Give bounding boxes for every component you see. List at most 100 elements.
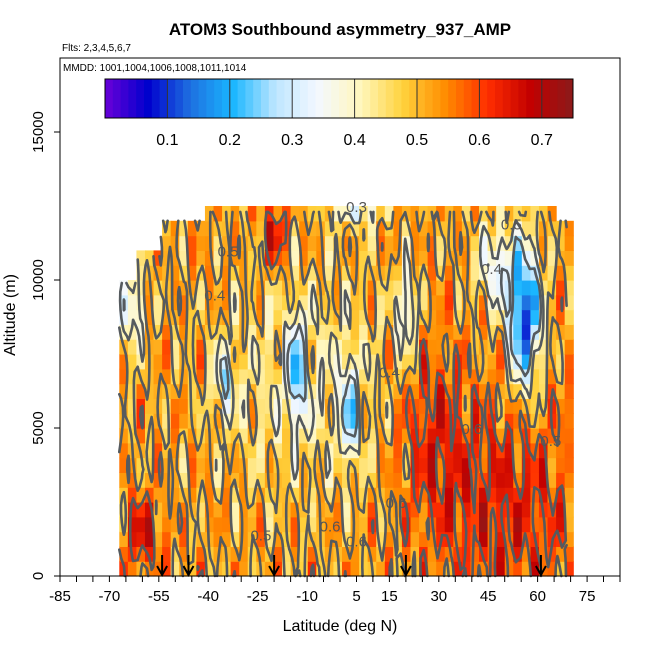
heatmap-cell — [204, 383, 215, 399]
heatmap-cell — [384, 546, 394, 562]
heatmap-cell — [436, 413, 446, 429]
heatmap-cell — [196, 220, 206, 237]
colorbar-swatch — [284, 79, 293, 118]
heatmap-cell — [470, 546, 480, 562]
colorbar-swatch — [401, 79, 410, 118]
heatmap-cell — [307, 235, 317, 251]
heatmap-cell — [496, 457, 506, 473]
heatmap-cell — [436, 206, 446, 222]
x-axis-tick-label: 15 — [381, 588, 398, 605]
heatmap-cell — [119, 428, 129, 444]
heatmap-cell — [367, 339, 377, 355]
heatmap-cell — [496, 368, 506, 385]
heatmap-cell — [179, 280, 189, 296]
heatmap-cell — [179, 516, 189, 533]
heatmap-cell — [453, 294, 463, 311]
heatmap-cell — [538, 280, 549, 296]
heatmap-cell — [453, 457, 463, 473]
heatmap-cell — [213, 206, 223, 222]
heatmap-cell — [127, 502, 138, 518]
heatmap-cell — [496, 561, 506, 577]
heatmap-cell — [204, 265, 215, 281]
heatmap-cell — [204, 398, 215, 414]
heatmap-cell — [521, 502, 531, 518]
heatmap-cell — [538, 235, 549, 251]
heatmap-cell — [547, 546, 557, 562]
heatmap-cell — [162, 428, 172, 444]
heatmap-cell — [401, 487, 412, 503]
heatmap-cell — [127, 324, 138, 340]
heatmap-cell — [282, 250, 292, 266]
heatmap-cell — [196, 546, 206, 562]
colorbar-swatch — [362, 79, 371, 118]
colorbar-swatch — [175, 79, 184, 118]
y-axis-tick-label: 15000 — [30, 111, 47, 153]
heatmap-cell — [179, 398, 189, 414]
heatmap-cell — [419, 354, 429, 370]
heatmap-cell — [436, 546, 446, 562]
heatmap-cell — [256, 206, 266, 222]
heatmap-cell — [513, 472, 523, 488]
heatmap-cell — [213, 531, 223, 547]
colorbar-swatch — [268, 79, 278, 118]
heatmap-cell — [504, 472, 514, 488]
heatmap-cell — [547, 487, 557, 503]
heatmap-cell — [376, 280, 386, 296]
heatmap-cell — [427, 561, 437, 577]
heatmap-cell — [359, 206, 369, 222]
heatmap-cell — [513, 220, 523, 237]
heatmap-cell — [436, 472, 446, 488]
heatmap-cell — [359, 250, 369, 266]
heatmap-cell — [230, 531, 240, 547]
heatmap-cell — [170, 561, 180, 577]
heatmap-cell — [487, 546, 497, 562]
heatmap-cell — [196, 413, 206, 429]
heatmap-cell — [179, 472, 189, 488]
heatmap-cell — [461, 206, 472, 222]
heatmap-cell — [153, 280, 163, 296]
heatmap-cell — [453, 502, 463, 518]
contour-line — [118, 210, 545, 481]
heatmap-cell — [487, 383, 497, 399]
heatmap-cell — [273, 546, 283, 562]
heatmap-cell — [127, 294, 138, 311]
heatmap-cell — [367, 235, 377, 251]
contour-label: 0.6 — [386, 495, 407, 512]
heatmap-cell — [556, 413, 566, 429]
heatmap-cell — [496, 472, 506, 488]
heatmap-cell — [461, 472, 472, 488]
heatmap-cell — [299, 324, 309, 340]
heatmap-cell — [136, 265, 146, 281]
heatmap-cell — [350, 235, 360, 251]
heatmap-cell — [341, 354, 352, 370]
heatmap-cell — [204, 280, 215, 296]
heatmap-cell — [316, 206, 326, 222]
heatmap-cell — [213, 442, 223, 459]
heatmap-cell — [290, 339, 300, 355]
heatmap-cell — [204, 487, 215, 503]
heatmap-cell — [350, 561, 360, 577]
heatmap-cell — [127, 280, 138, 296]
heatmap-cell — [162, 250, 172, 266]
colorbar-swatch — [526, 79, 535, 118]
dates-note: MMDD: 1001,1004,1006,1008,1011,1014 — [63, 63, 247, 74]
heatmap-cell — [564, 339, 574, 355]
heatmap-cell — [350, 294, 360, 311]
heatmap-cell — [530, 220, 540, 237]
heatmap-cell — [470, 398, 480, 414]
heatmap-cell — [521, 442, 531, 459]
heatmap-cell — [350, 309, 360, 325]
colorbar-swatch — [565, 79, 574, 118]
heatmap-cell — [444, 294, 454, 311]
heatmap-cell — [376, 428, 386, 444]
heatmap-cell — [487, 398, 497, 414]
heatmap-cell — [282, 235, 292, 251]
heatmap-cell — [401, 368, 412, 385]
heatmap-cell — [496, 250, 506, 266]
heatmap-cell — [393, 457, 403, 473]
heatmap-cell — [401, 546, 412, 562]
heatmap-cell — [290, 206, 300, 222]
heatmap-cell — [230, 487, 240, 503]
heatmap-cell — [530, 206, 540, 222]
heatmap-cell — [513, 368, 523, 385]
